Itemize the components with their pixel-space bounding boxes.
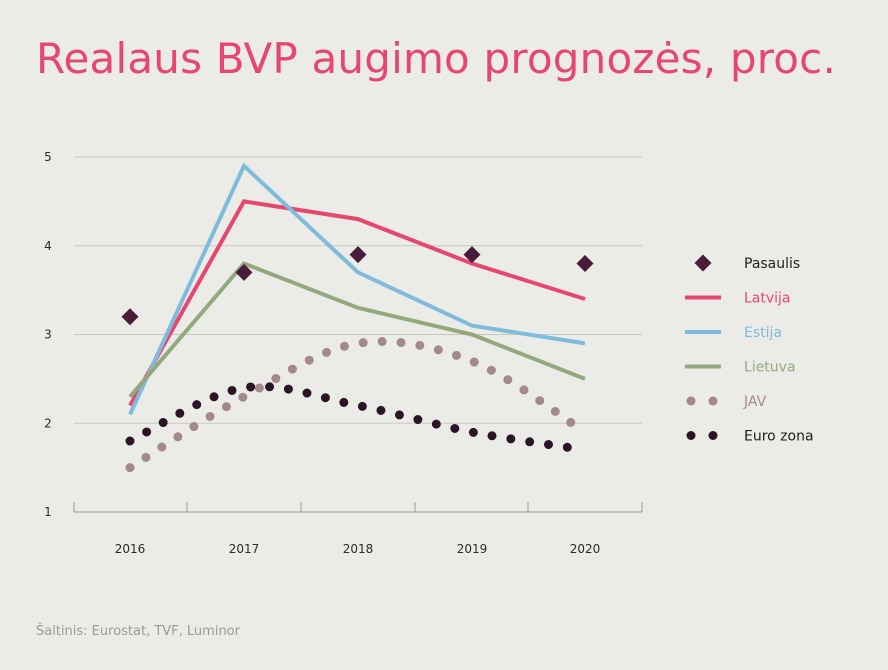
legend-symbol-Euro zona — [686, 431, 696, 440]
legend-label: Estija — [744, 325, 782, 341]
data-point-Pasaulis — [121, 308, 139, 326]
legend-symbol-Euro zona — [708, 431, 718, 440]
x-tick-label: 2018 — [343, 542, 374, 556]
legend: Pasaulis Latvija Estija Lietuva JAV Euro zona — [685, 254, 814, 445]
legend-label: Euro zona — [744, 429, 814, 445]
data-point-Pasaulis — [235, 263, 253, 281]
y-tick-label: 3 — [44, 328, 52, 342]
legend-symbol-Pasaulis — [694, 254, 712, 272]
x-tick-label: 2019 — [457, 542, 488, 556]
chart-title: Realaus BVP augimo prognozės, proc. — [36, 34, 836, 83]
legend-label: Pasaulis — [744, 256, 800, 272]
legend-label: Latvija — [744, 291, 791, 307]
legend-label: Lietuva — [744, 360, 796, 376]
legend-symbol-JAV — [708, 396, 718, 406]
series-line-Lietuva — [128, 261, 586, 398]
series-line-Latvija — [128, 199, 586, 407]
y-tick-label: 5 — [44, 150, 52, 164]
legend-symbol-JAV — [686, 396, 696, 406]
x-tick-label: 2016 — [115, 542, 146, 556]
series-layer — [121, 162, 594, 473]
legend-label: JAV — [743, 394, 767, 410]
data-point-Pasaulis — [463, 246, 481, 264]
data-point-Pasaulis — [349, 246, 367, 264]
series-dots-Euro zona — [125, 382, 590, 455]
data-point-Pasaulis — [576, 255, 594, 272]
y-tick-label: 4 — [44, 239, 52, 253]
y-tick-label: 2 — [44, 416, 52, 430]
x-tick-label: 2020 — [570, 542, 601, 556]
source-note: Šaltinis: Eurostat, TVF, Luminor — [36, 624, 240, 639]
y-tick-label: 1 — [44, 505, 52, 519]
x-axis: 2016 2017 2018 2019 2020 — [73, 502, 643, 556]
y-axis-ticks: 1 2 3 4 5 — [44, 150, 52, 519]
series-line-Estija — [128, 162, 586, 416]
x-tick-label: 2017 — [229, 542, 260, 556]
